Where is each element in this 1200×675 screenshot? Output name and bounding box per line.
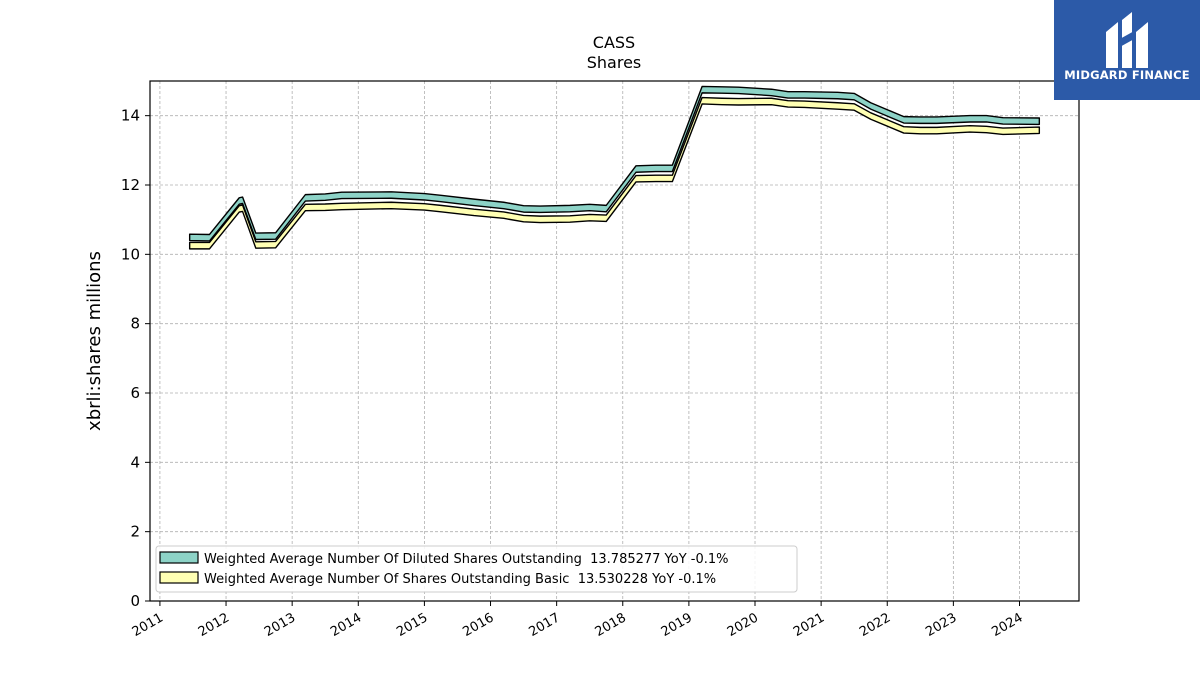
legend-swatch-1: [159, 571, 199, 584]
legend-label-0: Weighted Average Number Of Diluted Share…: [204, 552, 729, 567]
legend-label-1: Weighted Average Number Of Shares Outsta…: [204, 572, 716, 587]
x-tick-label: 2019: [659, 610, 695, 640]
x-tick-label: 2022: [857, 610, 893, 640]
series-band-1: [188, 96, 1041, 250]
x-tick-label: 2018: [593, 610, 629, 640]
y-tick-label: 10: [121, 245, 140, 263]
y-tick-label: 12: [121, 176, 140, 194]
y-axis-label: xbrli:shares millions: [84, 251, 105, 431]
y-tick-label: 8: [130, 315, 140, 333]
y-tick-label: 2: [130, 523, 140, 541]
logo-text: MIDGARD FINANCE: [1064, 68, 1190, 82]
legend-box: [155, 545, 798, 593]
x-tick-label: 2016: [460, 610, 496, 640]
x-tick-label: 2011: [130, 610, 166, 640]
y-tick-label: 6: [130, 384, 140, 402]
y-tick-label: 0: [130, 592, 140, 610]
x-tick-label: 2013: [262, 610, 298, 640]
legend: Weighted Average Number Of Diluted Share…: [155, 545, 798, 593]
legend-swatch-0: [159, 551, 199, 564]
series-areas: [188, 85, 1041, 250]
series-band-0: [188, 85, 1041, 242]
x-tick-label: 2012: [196, 610, 232, 640]
y-axis: 0 2 4 6 8 10 12 14: [121, 107, 150, 610]
x-tick-label: 2014: [328, 610, 364, 640]
x-tick-label: 2020: [725, 610, 761, 640]
y-tick-label: 4: [130, 453, 140, 471]
grid-lines: [150, 81, 1079, 602]
chart-subtitle: Shares: [587, 53, 642, 72]
x-tick-label: 2017: [526, 610, 562, 640]
logo-mark-icon: [1106, 12, 1148, 68]
x-tick-label: 2015: [394, 610, 430, 640]
x-tick-label: 2021: [791, 610, 827, 640]
plot-frame: [149, 80, 1080, 602]
y-tick-label: 14: [121, 107, 140, 125]
x-tick-label: 2024: [989, 610, 1025, 640]
chart-title: CASS: [593, 33, 635, 52]
x-axis: 2011 2012 2013 2014 2015 2016 2017 2018 2019 2020…: [130, 601, 1025, 640]
x-tick-label: 2023: [923, 610, 959, 640]
brand-logo: MIDGARD FINANCE: [1054, 0, 1200, 100]
